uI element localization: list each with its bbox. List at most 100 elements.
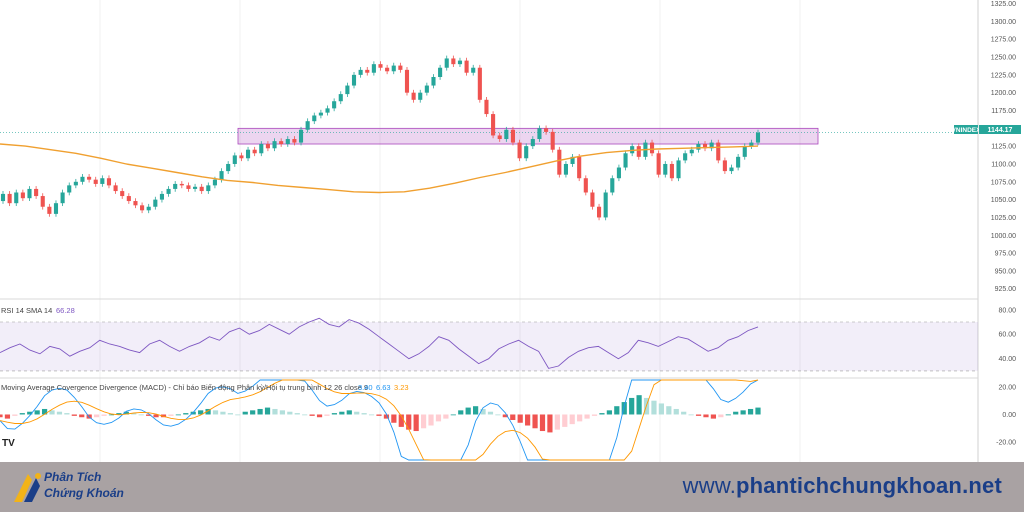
price-axis[interactable]: 1325.00 1300.00 1275.00 1250.00 1225.00 1200.…	[991, 1, 1016, 293]
macd-value-3: 3.23	[394, 383, 409, 392]
candle-body	[749, 142, 754, 147]
candle-body	[159, 193, 165, 200]
candle-body	[424, 85, 429, 93]
macd-histogram-bar	[101, 414, 107, 416]
macd-histogram-bar	[651, 400, 657, 415]
candle-body	[120, 191, 125, 197]
macd-histogram-bar	[755, 407, 761, 415]
macd-line	[0, 379, 759, 461]
candle-body	[477, 67, 482, 100]
macd-histogram-bar	[487, 411, 494, 415]
candle-body	[623, 153, 628, 168]
macd-histogram-bar	[473, 406, 479, 415]
macd-histogram-bar	[94, 414, 100, 418]
candle-body	[332, 101, 337, 109]
candle-body	[279, 141, 284, 145]
macd-histogram-bar	[146, 414, 152, 416]
price-tick-label: 1000.00	[991, 233, 1016, 240]
candle-body	[649, 142, 655, 154]
symbol-name: VNINDEX	[952, 127, 982, 134]
brand-logo-icon[interactable]	[10, 468, 140, 508]
macd-histogram-bar	[718, 414, 724, 418]
candle-body	[464, 60, 469, 73]
macd-histogram-bar	[747, 408, 754, 415]
moving-average-line	[0, 143, 759, 194]
macd-histogram-bar	[34, 410, 40, 415]
candle-body	[683, 153, 688, 161]
price-tick-label: 1050.00	[991, 197, 1016, 204]
candle-body	[603, 192, 608, 218]
candle-body	[60, 192, 65, 204]
macd-histogram-bar	[242, 411, 248, 415]
macd-histogram-bar	[220, 411, 226, 415]
macd-histogram-bar	[584, 414, 590, 419]
candle-body	[113, 185, 118, 192]
rsi-tick-label: 40.00	[998, 356, 1016, 363]
macd-histogram-bar	[621, 402, 627, 415]
macd-histogram-bar	[361, 413, 367, 415]
candle-body	[484, 99, 489, 115]
macd-histogram-bar	[450, 414, 456, 416]
footer-banner: Phân Tích Chứng Khoán www.phantichchungk…	[0, 462, 1024, 512]
candle-body	[166, 188, 171, 194]
macd-histogram-bar	[658, 403, 664, 415]
candle-body	[285, 139, 290, 145]
macd-histogram-bar	[591, 414, 598, 416]
candle-body	[570, 156, 575, 164]
macd-histogram-bar	[681, 411, 687, 415]
candle-body	[206, 185, 211, 192]
candle-body	[378, 64, 383, 68]
candle-body	[557, 149, 562, 175]
candle-body	[40, 196, 45, 207]
candle-body	[358, 69, 363, 75]
macd-histogram-bar	[725, 414, 731, 416]
candle-body	[669, 163, 674, 179]
macd-label: Moving Average Covergence Divergence (MA…	[1, 383, 368, 392]
macd-histogram-bar	[480, 408, 486, 415]
price-tick-label: 1025.00	[991, 215, 1016, 222]
price-tick-label: 1100.00	[991, 161, 1016, 168]
candle-body	[7, 193, 12, 204]
macd-histogram-bar	[331, 413, 338, 415]
candle-body	[87, 176, 92, 180]
candle-body	[126, 196, 131, 202]
macd-histogram-bar	[346, 410, 352, 415]
candle-body	[444, 58, 449, 68]
resistance-zone[interactable]	[237, 127, 819, 145]
macd-histogram-bar	[398, 414, 404, 427]
candle-body	[212, 179, 217, 186]
candle-body	[729, 167, 734, 172]
macd-histogram-bar	[316, 414, 323, 418]
candle-body	[438, 67, 443, 77]
candle-body	[226, 163, 231, 172]
price-tick-label: 925.00	[995, 286, 1017, 293]
symbol-label[interactable]: VNINDEX 1144.17	[952, 125, 1021, 134]
macd-histogram-bar	[108, 414, 115, 416]
macd-histogram-bar	[175, 414, 181, 416]
url-main: phantichchungkhoan	[736, 473, 963, 498]
macd-tick-label: -20.00	[996, 440, 1016, 447]
rsi-line	[0, 317, 759, 369]
url-prefix: www.	[682, 473, 737, 498]
last-price: 1144.17	[988, 127, 1013, 134]
macd-histogram-bar	[666, 406, 672, 415]
website-url[interactable]: www.phantichchungkhoan.net	[683, 473, 1002, 499]
candle-body	[140, 205, 145, 211]
price-tick-label: 1250.00	[991, 55, 1016, 62]
candle-body	[179, 183, 184, 186]
macd-histogram-bar	[12, 414, 18, 416]
macd-histogram-bar	[116, 413, 122, 415]
macd-histogram-bar	[539, 414, 546, 432]
candle-body	[100, 178, 105, 184]
macd-histogram-bar	[569, 414, 575, 425]
price-tick-label: 1200.00	[991, 90, 1016, 97]
macd-histogram-bar	[324, 414, 330, 416]
macd-histogram-bar	[495, 414, 501, 416]
candle-body	[292, 139, 297, 143]
candle-body	[106, 178, 112, 186]
tradingview-logo[interactable]: TV	[2, 438, 15, 449]
candle-body	[80, 176, 85, 182]
candle-body	[530, 139, 535, 147]
macd-histogram-bar	[740, 410, 746, 415]
macd-histogram-bar	[703, 414, 709, 418]
